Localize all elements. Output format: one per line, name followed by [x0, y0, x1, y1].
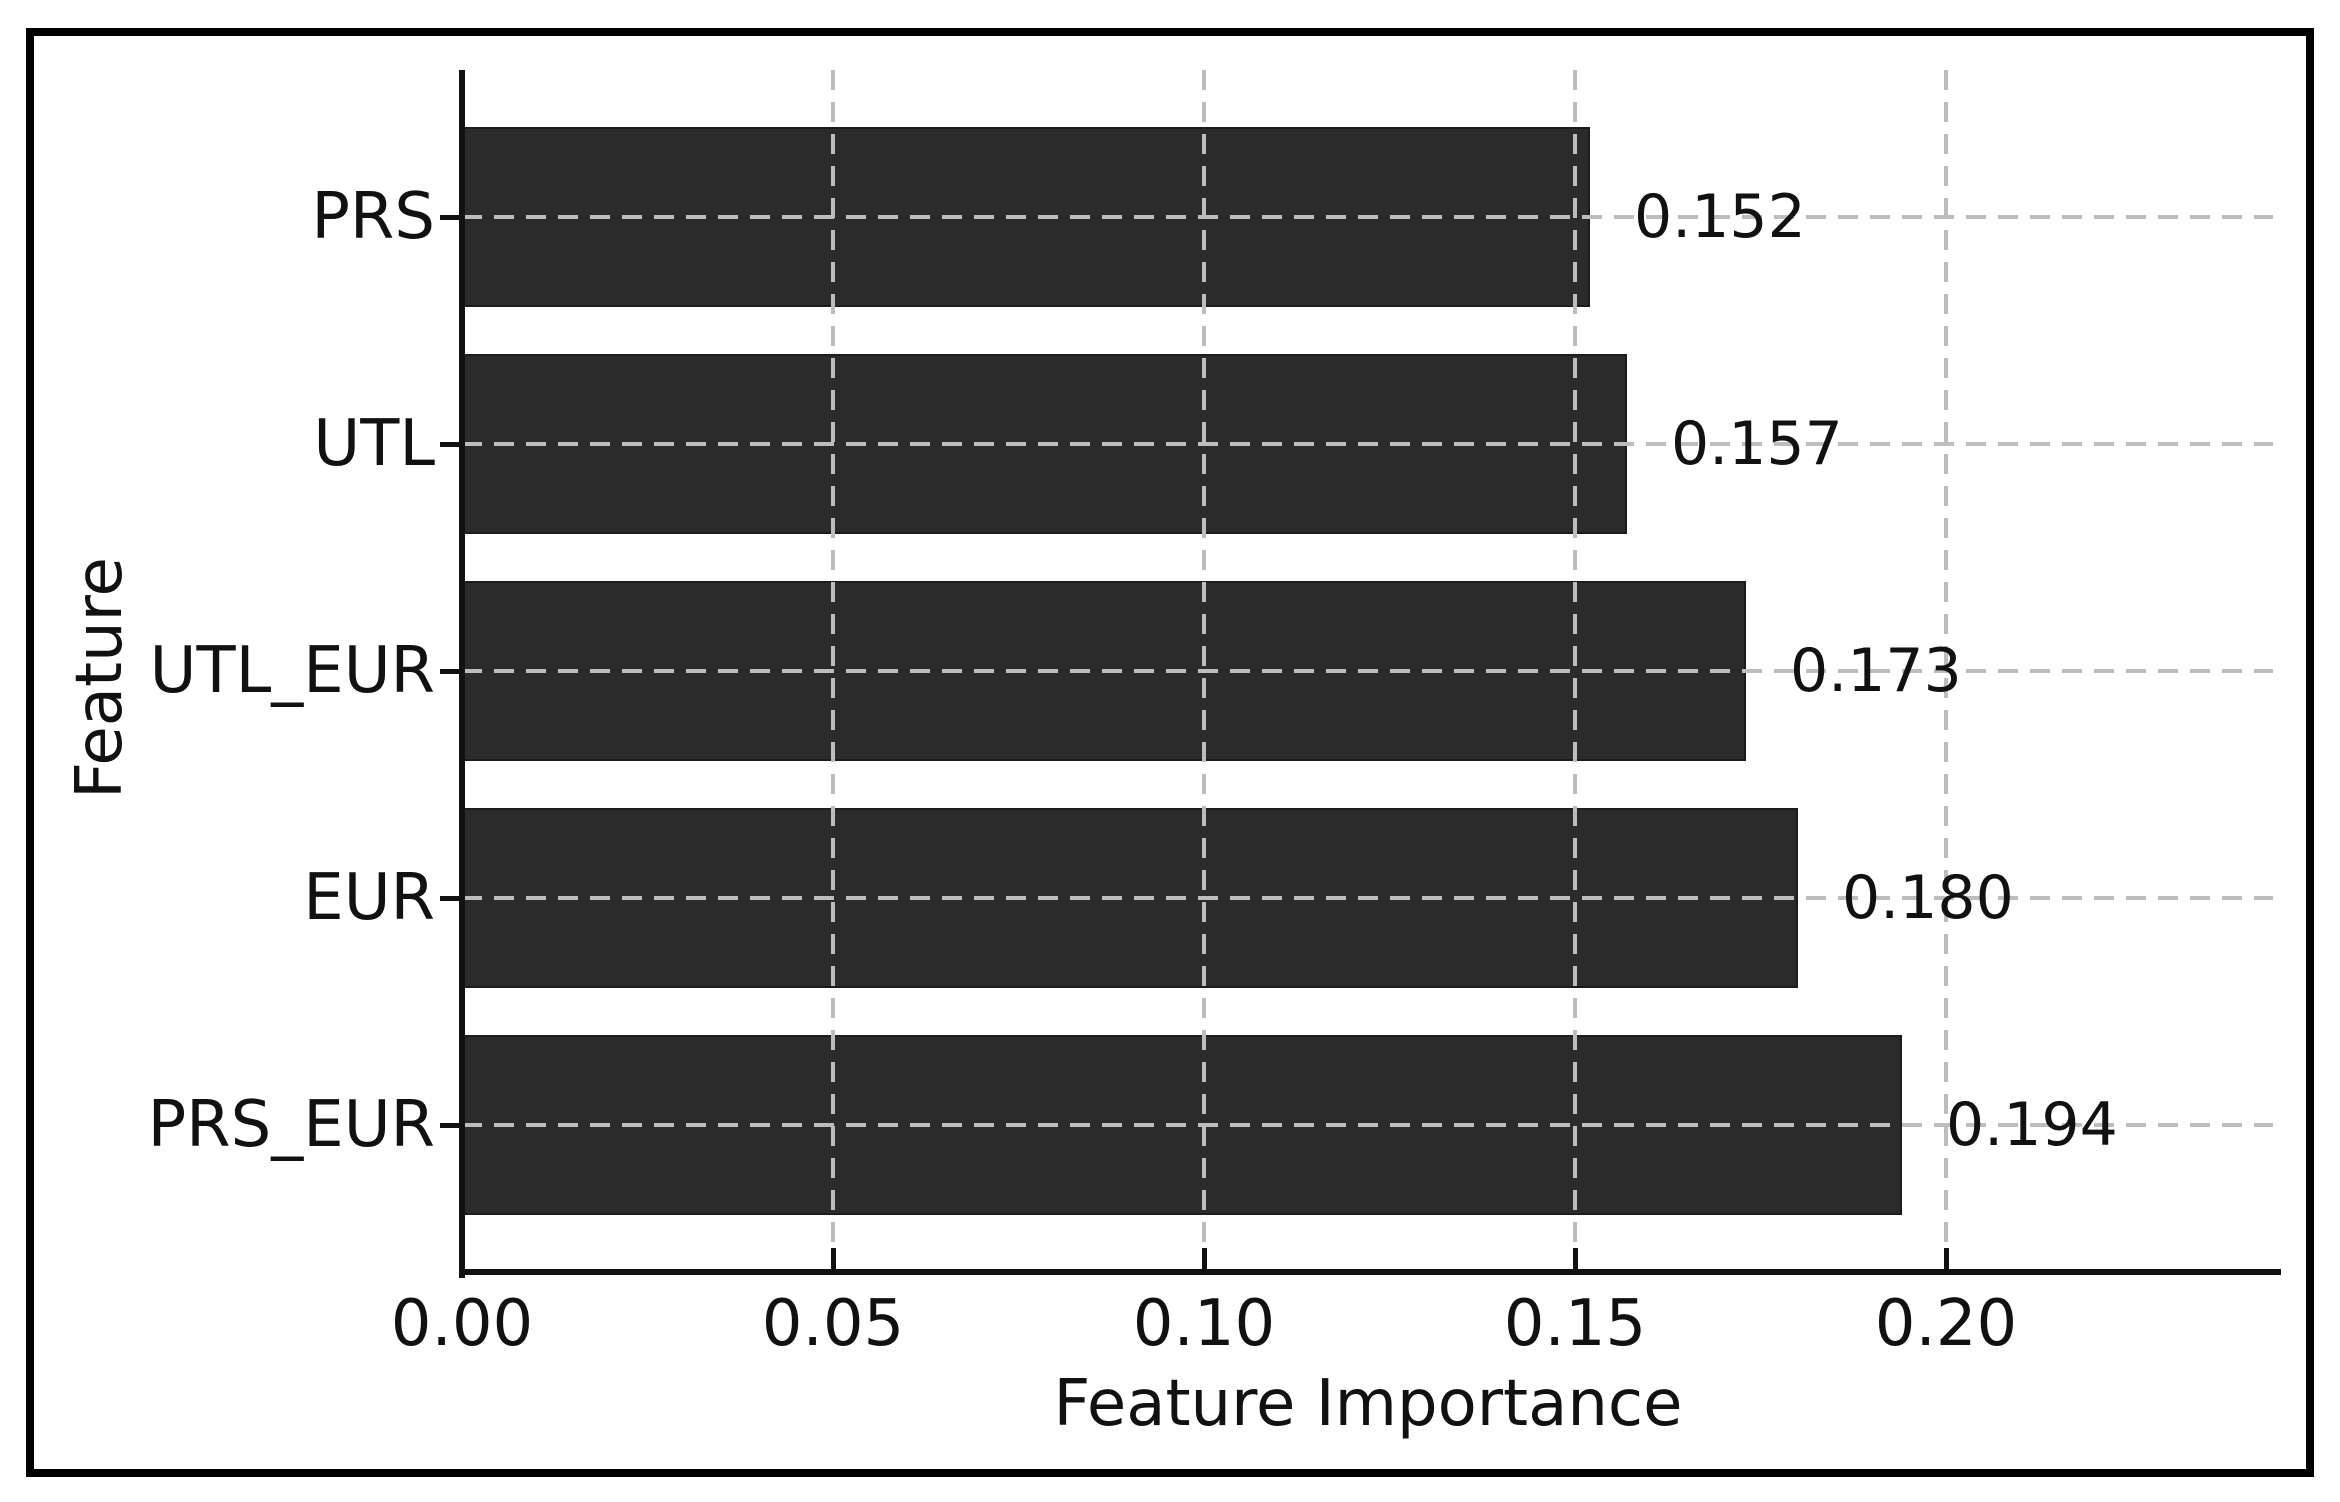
gridline-horizontal	[462, 442, 2273, 446]
gridline-horizontal	[462, 669, 2273, 673]
category-label-UTL: UTL	[313, 407, 435, 481]
value-label-UTL_EUR: 0.173	[1790, 636, 1962, 706]
x-axis-spine	[459, 1269, 2281, 1275]
x-tick	[1944, 1248, 1949, 1272]
x-tick	[460, 1248, 465, 1272]
value-label-UTL: 0.157	[1671, 409, 1843, 479]
value-label-PRS_EUR: 0.194	[1946, 1090, 2118, 1160]
category-label-PRS: PRS	[311, 180, 435, 254]
value-label-EUR: 0.180	[1842, 863, 2014, 933]
x-tick-label: 0.20	[1874, 1287, 2018, 1361]
y-tick	[440, 215, 464, 220]
category-label-PRS_EUR: PRS_EUR	[147, 1088, 435, 1162]
category-label-UTL_EUR: UTL_EUR	[149, 634, 435, 708]
y-tick	[440, 896, 464, 901]
x-axis-title: Feature Importance	[1053, 1367, 1683, 1441]
x-tick-label: 0.15	[1503, 1287, 1647, 1361]
x-tick-label: 0.05	[761, 1287, 905, 1361]
x-tick-label: 0.10	[1132, 1287, 1276, 1361]
x-tick-label: 0.00	[390, 1287, 534, 1361]
category-label-EUR: EUR	[303, 861, 435, 935]
x-tick	[1573, 1248, 1578, 1272]
y-tick	[440, 1123, 464, 1128]
x-tick	[1202, 1248, 1207, 1272]
value-label-PRS: 0.152	[1634, 182, 1806, 252]
y-tick	[440, 669, 464, 674]
x-tick	[831, 1248, 836, 1272]
y-tick	[440, 442, 464, 447]
gridline-horizontal	[462, 1123, 2273, 1127]
gridline-horizontal	[462, 896, 2273, 900]
y-axis-title: Feature	[63, 557, 137, 799]
gridline-horizontal	[462, 215, 2273, 219]
y-axis-spine	[459, 70, 465, 1278]
